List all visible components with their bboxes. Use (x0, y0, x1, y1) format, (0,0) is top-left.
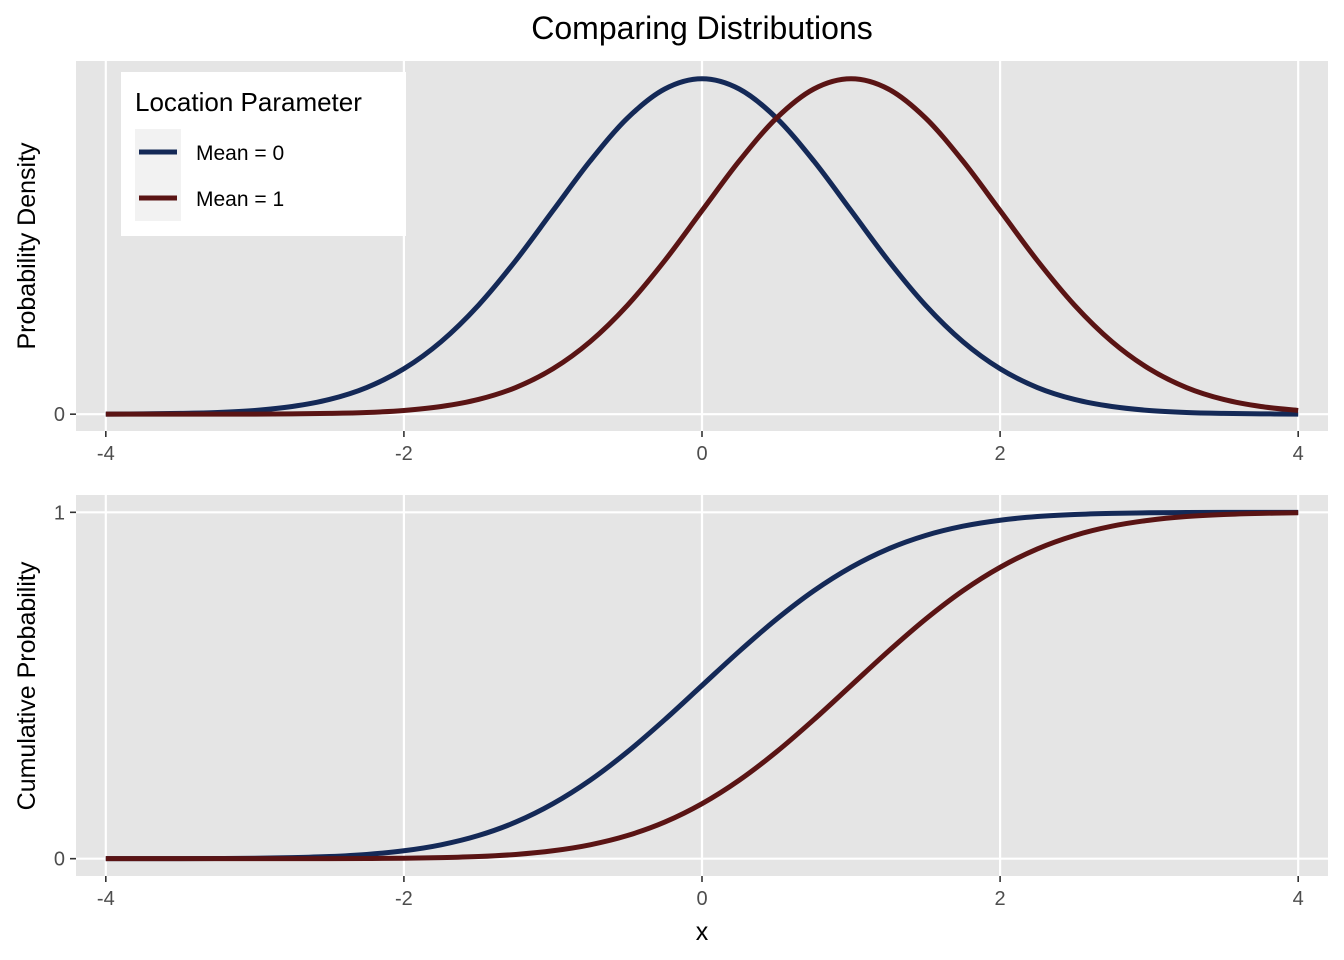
density-x-tick-label: 4 (1293, 443, 1304, 465)
density-series-mean-0 (105, 76, 1299, 417)
legend-label-mean-0: Mean = 0 (196, 142, 284, 165)
chart-title: Comparing Distributions (531, 10, 872, 46)
legend: Location Parameter Mean = 0 Mean = 1 (121, 72, 406, 236)
density-panel: -4 -2 0 2 4 0 Probability Density Location Pa… (13, 61, 1328, 465)
density-x-tick-label: 2 (995, 443, 1006, 465)
cdf-series-mean-1 (105, 510, 1299, 862)
cdf-ticks: -4 -2 0 2 4 0 1 (54, 502, 1304, 910)
cdf-x-tick-label: 4 (1293, 888, 1304, 910)
cdf-x-tick-label: -2 (395, 888, 413, 910)
cdf-x-tick-label: 2 (995, 888, 1006, 910)
density-x-tick-label: 0 (696, 443, 707, 465)
density-series-mean-1 (105, 76, 1299, 417)
cdf-x-tick-label: 0 (696, 888, 707, 910)
cdf-y-tick-label: 1 (54, 502, 65, 524)
density-x-tick-label: -4 (97, 443, 115, 465)
density-y-tick-label: 0 (54, 404, 65, 426)
cdf-panel: -4 -2 0 2 4 0 1 Cumulative Probability x (13, 495, 1328, 946)
legend-title: Location Parameter (135, 87, 362, 117)
density-ticks: -4 -2 0 2 4 0 (54, 404, 1304, 465)
density-series-layer (105, 76, 1299, 417)
density-y-axis-title: Probability Density (13, 142, 41, 350)
cdf-series-layer (105, 509, 1299, 862)
cdf-y-axis-title: Cumulative Probability (13, 561, 41, 810)
cdf-x-axis-title: x (696, 918, 709, 946)
legend-label-mean-1: Mean = 1 (196, 188, 284, 211)
legend-item-mean-0: Mean = 0 (135, 129, 284, 175)
cdf-y-tick-label: 0 (54, 849, 65, 871)
cdf-x-tick-label: -4 (97, 888, 115, 910)
legend-item-mean-1: Mean = 1 (135, 175, 284, 221)
density-x-tick-label: -2 (395, 443, 413, 465)
